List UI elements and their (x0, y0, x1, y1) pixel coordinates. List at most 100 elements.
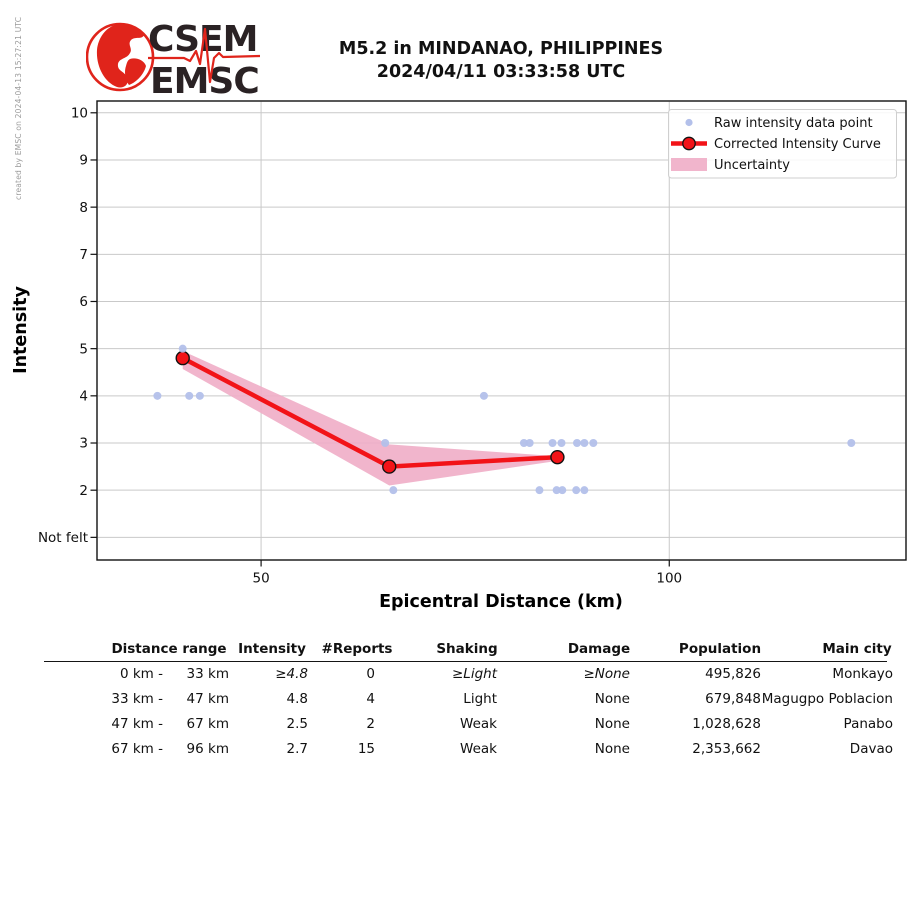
curve-marker (175, 350, 190, 366)
legend-box (668, 109, 897, 179)
raw-point (195, 391, 204, 400)
chart-title: M5.2 in MINDANAO, PHILIPPINES 2024/04/11… (262, 38, 740, 84)
globe-icon (86, 22, 155, 92)
col-header-intensity: Intensity (238, 641, 306, 657)
legend-marker-circle (682, 136, 696, 151)
table-cell-reports: 2 (366, 716, 375, 732)
table-cell-range_from: 33 km - (111, 691, 163, 707)
table-cell-city: Davao (849, 741, 893, 757)
y-tick-label: 10 (71, 105, 88, 121)
table-cell-range_to: 47 km (186, 691, 229, 707)
table-cell-shaking: Light (463, 691, 497, 707)
raw-point (572, 486, 581, 495)
x-tick-label: 50 (252, 571, 269, 587)
legend-marker-patch (671, 158, 707, 171)
legend-label: Corrected Intensity Curve (714, 137, 881, 152)
table-cell-damage: ≥None (583, 666, 630, 682)
raw-point (548, 439, 557, 448)
raw-point (580, 439, 589, 448)
table-cell-reports: 4 (366, 691, 375, 707)
y-tick-label: 2 (79, 483, 88, 499)
curve-marker (550, 449, 565, 465)
table-cell-population: 495,826 (705, 666, 761, 682)
table-cell-city: Panabo (843, 716, 893, 732)
table-cell-intensity: 4.8 (286, 691, 308, 707)
col-header-main-city: Main city (822, 641, 892, 657)
y-tick-label: 7 (79, 247, 88, 263)
table-cell-shaking: Weak (460, 741, 497, 757)
chart-legend: Raw intensity data point Corrected Intens… (668, 109, 897, 179)
table-cell-population: 679,848 (705, 691, 761, 707)
legend-label: Uncertainty (714, 158, 790, 173)
x-axis-label: Epicentral Distance (km) (379, 592, 623, 612)
raw-point (580, 486, 589, 495)
table-cell-intensity: ≥4.8 (275, 666, 308, 682)
table-cell-city: Monkayo (832, 666, 893, 682)
table-cell-shaking: Weak (460, 716, 497, 732)
y-tick-label: 3 (79, 436, 88, 452)
corrected-intensity-curve (175, 350, 565, 474)
raw-point (479, 391, 488, 400)
table-cell-city: Magugpo Poblacion (761, 691, 893, 707)
y-tick-label: 5 (79, 341, 88, 357)
raw-point (185, 391, 194, 400)
table-cell-damage: None (594, 691, 630, 707)
table-cell-reports: 0 (366, 666, 375, 682)
curve-marker (382, 459, 397, 474)
title-line-datetime: 2024/04/11 03:33:58 UTC (376, 62, 626, 82)
table-cell-shaking: ≥Light (451, 666, 497, 682)
table-cell-damage: None (594, 716, 630, 732)
table-cell-range_from: 67 km - (111, 741, 163, 757)
raw-point (389, 486, 398, 495)
raw-point (847, 439, 856, 448)
raw-point (381, 439, 390, 448)
legend-label: Raw intensity data point (714, 116, 873, 131)
raw-point (557, 439, 566, 448)
col-header-distance-range: Distance range (111, 641, 227, 657)
col-header-shaking: Shaking (436, 641, 498, 657)
x-tick-label: 100 (656, 571, 682, 587)
y-tick-label: 9 (79, 153, 88, 169)
raw-point (525, 439, 534, 448)
y-axis-label: Intensity (11, 285, 31, 373)
legend-marker-dot (685, 118, 693, 127)
raw-point (552, 486, 561, 495)
uncertainty-polygon (182, 351, 558, 486)
logo-text-emsc: EMSC (150, 61, 259, 102)
raw-point (573, 439, 582, 448)
raw-point (153, 391, 162, 400)
raw-point (558, 486, 567, 495)
table-cell-population: 2,353,662 (692, 741, 761, 757)
y-tick-label: 8 (79, 200, 88, 216)
table-header-rule (44, 660, 887, 663)
y-tick-label: Not felt (38, 530, 88, 546)
intensity-distance-chart: Not felt 2 3 4 5 6 7 8 9 10 50 100 Epicentral Dista… (11, 100, 907, 612)
table-cell-range_to: 67 km (186, 716, 229, 732)
table-cell-range_from: 47 km - (111, 716, 163, 732)
col-header-reports: #Reports (321, 641, 393, 657)
table-cell-range_to: 96 km (186, 741, 229, 757)
raw-point (178, 344, 187, 353)
raw-point (519, 439, 528, 448)
raw-point (589, 439, 598, 448)
y-tick-label: 6 (79, 294, 88, 310)
col-header-damage: Damage (567, 641, 631, 657)
axes: Not felt 2 3 4 5 6 7 8 9 10 50 100 (38, 100, 907, 587)
table-cell-intensity: 2.5 (286, 716, 308, 732)
uncertainty-band (182, 351, 558, 486)
y-tick-label: 4 (79, 389, 88, 405)
raw-point (535, 486, 544, 495)
table-cell-damage: None (594, 741, 630, 757)
table-cell-population: 1,028,628 (692, 716, 761, 732)
title-line-event: M5.2 in MINDANAO, PHILIPPINES (338, 39, 664, 59)
emsc-logo: CSEM EMSC (86, 19, 261, 102)
col-header-population: Population (678, 641, 762, 657)
plot-border (96, 100, 907, 561)
table-cell-range_to: 33 km (186, 666, 229, 682)
seismogram-icon (148, 27, 261, 84)
table-cell-intensity: 2.7 (286, 741, 308, 757)
table-cell-range_from: 0 km - (119, 666, 163, 682)
raw-intensity-points (153, 344, 856, 495)
table-cell-reports: 15 (357, 741, 375, 757)
